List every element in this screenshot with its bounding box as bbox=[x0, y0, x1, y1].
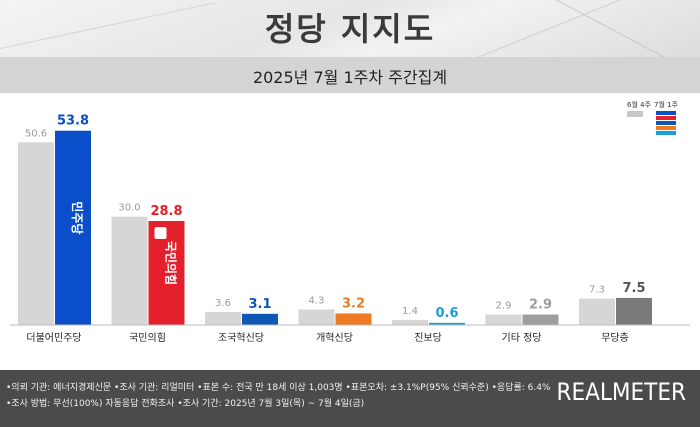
category-label: 국민의힘 bbox=[129, 332, 166, 344]
value-label-prev: 1.4 bbox=[402, 306, 418, 317]
value-label-current: 7.5 bbox=[622, 281, 645, 296]
category-label: 진보당 bbox=[414, 332, 442, 344]
category-label: 무당층 bbox=[601, 332, 629, 344]
party-logo-mark bbox=[154, 227, 167, 239]
value-label-prev: 50.6 bbox=[25, 128, 47, 139]
realmeter-logo: REALMETER bbox=[556, 378, 686, 406]
value-label-prev: 3.6 bbox=[215, 298, 231, 309]
value-label-current: 2.9 bbox=[529, 298, 552, 313]
chart-subtitle: 2025년 7월 1주차 주간집계 bbox=[252, 68, 448, 87]
bar-prev bbox=[205, 312, 241, 325]
bar-current bbox=[429, 322, 465, 325]
bar-current bbox=[148, 221, 185, 325]
chart-title: 정당 지지도 bbox=[264, 10, 436, 48]
bar-current bbox=[616, 297, 652, 325]
bar-current bbox=[242, 313, 278, 325]
value-label-current: 0.6 bbox=[435, 306, 458, 321]
footer-line-1: •의뢰 기관: 에너지경제신문 •조사 기관: 리얼미터 •표본 수: 전국 만… bbox=[6, 383, 551, 393]
footer-panel bbox=[0, 370, 700, 427]
header-banner bbox=[0, 0, 700, 103]
legend-cur-label: 7월 1주 bbox=[654, 101, 679, 109]
bar-current bbox=[522, 314, 559, 325]
category-label: 기타 정당 bbox=[502, 332, 542, 344]
value-label-prev: 30.0 bbox=[118, 203, 140, 214]
category-label: 개혁신당 bbox=[316, 332, 353, 344]
value-label-current: 28.8 bbox=[150, 204, 182, 219]
bar-current bbox=[55, 130, 91, 325]
subtitle-bar bbox=[0, 57, 700, 93]
value-label-prev: 7.3 bbox=[589, 285, 605, 296]
legend-prev-swatch bbox=[627, 111, 643, 117]
party-logo-text: 민주당 bbox=[70, 201, 85, 234]
category-label: 조국혁신당 bbox=[218, 332, 264, 344]
bar-prev bbox=[18, 142, 54, 325]
party-logo-text: 국민의힘 bbox=[164, 241, 179, 285]
value-label-current: 53.8 bbox=[57, 114, 89, 129]
value-label-current: 3.2 bbox=[342, 296, 365, 311]
footer-line-2: •조사 방법: 무선(100%) 자동응답 전화조사 •조사 기간: 2025년… bbox=[6, 399, 365, 409]
legend-cur-swatch bbox=[656, 111, 676, 135]
bar-prev bbox=[579, 298, 615, 325]
value-label-prev: 4.3 bbox=[309, 295, 325, 306]
value-label-current: 3.1 bbox=[248, 297, 271, 312]
value-label-prev: 2.9 bbox=[496, 301, 512, 312]
bar-prev bbox=[392, 319, 428, 325]
bar-prev bbox=[111, 216, 148, 325]
bar-current bbox=[335, 313, 372, 325]
legend-prev-label: 6월 4주 bbox=[627, 101, 652, 109]
bar-prev bbox=[485, 314, 522, 325]
category-label: 더불어민주당 bbox=[26, 332, 81, 344]
bar-prev bbox=[298, 309, 335, 325]
